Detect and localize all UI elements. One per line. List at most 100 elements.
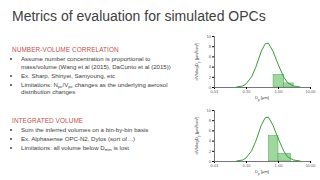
y-tick: 4	[209, 138, 214, 143]
slide-title: Metrics of evaluation for simulated OPCs	[12, 8, 266, 24]
y-tick-mark	[212, 46, 214, 47]
chart: 0.01 0.10 1.00 10.00 0 2 4 6 8 10 Dp [μm] dV/dlogDp…	[192, 106, 316, 176]
y-axis-title: dV/dlogDp [μm³/cm³]	[194, 117, 201, 155]
y-tick: 2	[209, 75, 214, 80]
x-axis-title: Dp [μm]	[255, 169, 269, 176]
bullet-list: Assume number concentration is proportio…	[12, 55, 180, 96]
x-tick-label: 10.00	[305, 89, 316, 94]
y-tick-label: 0	[209, 85, 212, 90]
text-run: [μm³/cm³]	[194, 117, 199, 136]
x-axis-title: Dp [μm]	[255, 95, 269, 102]
y-tick-mark	[212, 77, 214, 78]
text-run: dV/dlogD	[194, 63, 199, 80]
y-tick-mark	[212, 130, 214, 131]
section: INTEGRATED VOLUME Sum the inferred volume…	[12, 117, 180, 153]
y-tick-label: 10	[207, 34, 212, 39]
plot-area	[236, 117, 300, 161]
y-tick: 0	[209, 85, 214, 90]
subscript: pc	[58, 84, 63, 89]
x-tick: 1.00	[275, 87, 284, 94]
text-run: /V	[63, 81, 69, 88]
size-distribution-line	[236, 43, 300, 87]
y-tick: 8	[209, 118, 214, 123]
x-tick-label: 0.01	[211, 89, 220, 94]
y-tick-mark	[212, 87, 214, 88]
y-tick: 2	[209, 149, 214, 154]
text-run: Ex. Alphasense OPC-N2, Dylos (sort of…)	[21, 135, 135, 142]
text-run: [μm³/cm³]	[194, 43, 199, 62]
x-tick: 0.01	[211, 87, 220, 94]
x-tick-label: 1.00	[275, 163, 284, 168]
plot-area	[236, 43, 300, 87]
x-tick-label: 10.00	[305, 163, 316, 168]
x-tick: 10.00	[305, 87, 316, 94]
y-tick-mark	[212, 36, 214, 37]
bullet: Limitations: all volume below Dmin is lo…	[21, 144, 180, 152]
y-tick-label: 2	[209, 149, 212, 154]
y-tick: 8	[209, 44, 214, 49]
y-axis-line	[212, 111, 215, 162]
y-tick-label: 6	[209, 128, 212, 133]
subscript: pc	[68, 84, 73, 89]
bullet: Limitations: Npc/Vpc changes as the unde…	[21, 81, 180, 96]
x-tick: 0.01	[211, 161, 220, 168]
x-tick-label: 1.00	[275, 89, 284, 94]
y-tick: 6	[209, 54, 214, 59]
y-tick-label: 4	[209, 64, 212, 69]
y-axis-title: dV/dlogDp [μm³/cm³]	[194, 43, 201, 81]
text-run: [μm]	[260, 95, 269, 100]
y-tick-label: 10	[207, 108, 212, 113]
text-run: [μm]	[260, 169, 269, 174]
x-tick-label: 0.10	[243, 89, 252, 94]
y-tick-label: 2	[209, 75, 212, 80]
x-tick-label: 0.10	[243, 163, 252, 168]
size-distribution-line	[236, 117, 300, 161]
y-tick-label: 8	[209, 44, 212, 49]
x-axis-line	[215, 162, 311, 164]
y-tick-label: 0	[209, 159, 212, 164]
x-axis: 0.01 0.10 1.00 10.00	[211, 87, 317, 94]
y-tick-label: 8	[209, 118, 212, 123]
y-tick-label: 4	[209, 138, 212, 143]
y-axis-line	[212, 37, 215, 88]
y-tick: 10	[207, 34, 214, 39]
y-tick: 6	[209, 128, 214, 133]
section-heading: INTEGRATED VOLUME	[12, 117, 180, 124]
bullet: Sum the inferred volumes on a bin-by-bin…	[21, 126, 180, 134]
y-tick: 10	[207, 108, 214, 113]
y-tick-mark	[212, 120, 214, 121]
text-run: Limitations: N	[21, 81, 58, 88]
y-tick-mark	[212, 110, 214, 111]
y-tick-mark	[212, 67, 214, 68]
bullet-list: Sum the inferred volumes on a bin-by-bin…	[12, 126, 180, 152]
bullet: Ex. Sharp, Shinyei, Samyoung, etc	[21, 72, 180, 80]
x-tick-label: 0.01	[211, 163, 220, 168]
y-tick-mark	[212, 56, 214, 57]
y-axis: 0 2 4 6 8 10	[207, 108, 215, 164]
text-run: Ex. Sharp, Shinyei, Samyoung, etc	[21, 72, 115, 79]
section: NUMBER-VOLUME CORRELATION Assume number c…	[12, 46, 180, 97]
y-tick: 4	[209, 64, 214, 69]
text-run: dV/dlogD	[194, 137, 199, 154]
y-tick-label: 6	[209, 54, 212, 59]
x-tick: 1.00	[275, 161, 284, 168]
x-tick: 0.10	[243, 161, 252, 168]
bullet: Assume number concentration is proportio…	[21, 55, 180, 70]
y-tick-mark	[212, 161, 214, 162]
y-axis: 0 2 4 6 8 10	[207, 34, 215, 90]
y-tick-mark	[212, 151, 214, 152]
x-tick: 0.10	[243, 87, 252, 94]
subscript: min	[105, 147, 112, 152]
chart: 0.01 0.10 1.00 10.00 0 2 4 6 8 10 Dp [μm] dV/dlogDp…	[192, 32, 316, 102]
bin-bar	[273, 74, 284, 87]
x-axis: 0.01 0.10 1.00 10.00	[211, 161, 317, 168]
text-run: Sum the inferred volumes on a bin-by-bin…	[21, 126, 148, 133]
y-tick: 0	[209, 159, 214, 164]
text-run: Limitations: all volume below D	[21, 144, 105, 151]
x-axis-line	[215, 88, 311, 90]
text-run: Assume number concentration is proportio…	[21, 55, 171, 70]
section-heading: NUMBER-VOLUME CORRELATION	[12, 46, 180, 53]
y-tick-mark	[212, 141, 214, 142]
x-tick: 10.00	[305, 161, 316, 168]
text-run: is lost	[112, 144, 129, 151]
